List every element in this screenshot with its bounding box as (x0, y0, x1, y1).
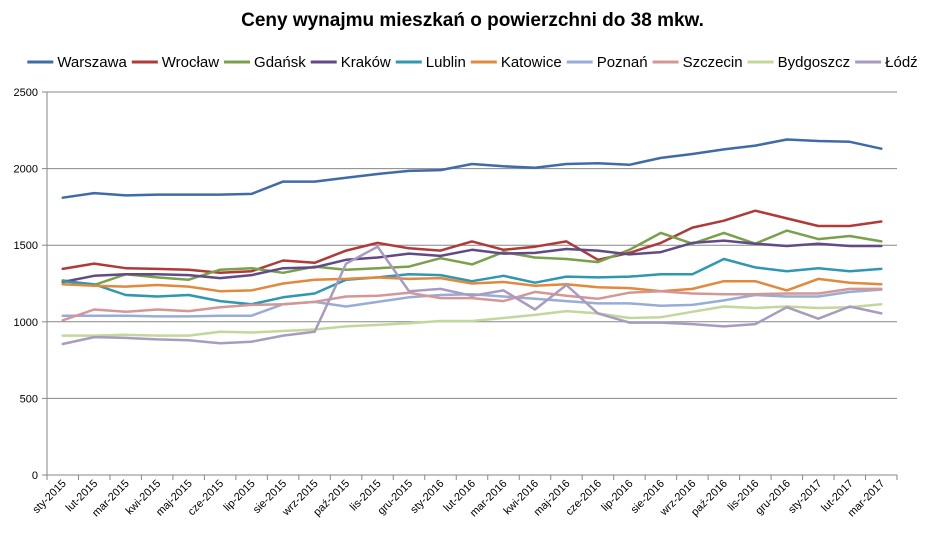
legend-item-kraków: Kraków (310, 54, 391, 71)
series-line-bydgoszcz (61, 302, 883, 337)
legend-label: Katowice (501, 54, 562, 71)
series-line-łódź (61, 245, 883, 346)
legend-item-szczecin: Szczecin (652, 54, 743, 71)
axes: 05001000150020002500sty-2015lut-2015mar-… (14, 87, 898, 519)
legend-item-bydgoszcz: Bydgoszcz (747, 54, 851, 71)
legend-item-katowice: Katowice (470, 54, 562, 71)
legend-label: Bydgoszcz (778, 54, 851, 71)
legend-item-lublin: Lublin (395, 54, 466, 71)
series-line-gdańsk (61, 229, 883, 287)
series-line-kraków (61, 239, 883, 284)
legend-label: Lublin (426, 54, 466, 71)
legend-label: Gdańsk (254, 54, 306, 71)
x-tick-label: sty-2017 (786, 478, 824, 516)
x-tick-label: gru-2016 (753, 478, 793, 518)
y-tick-label: 2000 (14, 164, 38, 176)
x-tick-label: gru-2015 (376, 478, 416, 518)
legend-item-wrocław: Wrocław (131, 54, 219, 71)
x-tick-label: sty-2015 (31, 478, 69, 516)
series-line-lublin (61, 257, 883, 306)
y-tick-label: 1500 (14, 240, 38, 252)
y-tick-label: 500 (20, 393, 38, 405)
legend-label: Wrocław (162, 54, 219, 71)
series-line-poznań (61, 288, 883, 318)
y-tick-label: 1000 (14, 317, 38, 329)
legend-label: Kraków (341, 54, 391, 71)
legend-label: Łódź (885, 54, 918, 71)
legend-label: Szczecin (683, 54, 743, 71)
series-line-warszawa (61, 138, 883, 199)
chart-title: Ceny wynajmu mieszkań o powierzchni do 3… (241, 10, 704, 31)
series-lines (61, 138, 883, 346)
legend-item-łódź: Łódź (855, 54, 918, 71)
y-tick-label: 0 (32, 470, 38, 482)
x-tick-label: sty-2016 (408, 478, 446, 516)
legend-label: Warszawa (57, 54, 127, 71)
y-tick-label: 2500 (14, 87, 38, 99)
series-line-wrocław (61, 209, 883, 275)
legend: Warszawa Wrocław Gdańsk Kraków Lublin Katowic… (27, 54, 918, 71)
series-line-szczecin (61, 287, 883, 322)
legend-item-poznań: Poznań (566, 54, 648, 71)
series-line-katowice (61, 276, 883, 293)
legend-item-warszawa: Warszawa (27, 54, 127, 71)
legend-label: Poznań (597, 54, 648, 71)
legend-item-gdańsk: Gdańsk (224, 54, 306, 71)
